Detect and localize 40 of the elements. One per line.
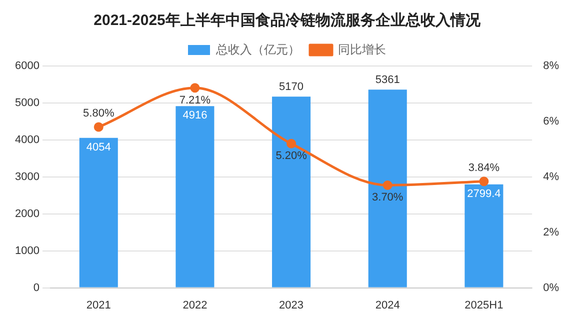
x-tick-label: 2025H1: [464, 299, 504, 312]
y-tick-label: 6000: [14, 60, 40, 72]
point: [190, 83, 200, 93]
data-label: 7.21%: [179, 94, 211, 106]
point: [94, 122, 104, 132]
y-tick-label: 0: [33, 282, 40, 294]
bar: [79, 138, 118, 288]
y2-tick-label: 8%: [543, 60, 560, 72]
bar: [464, 184, 504, 288]
data-label: 5.80%: [83, 108, 114, 120]
y2-tick-label: 0%: [543, 282, 560, 294]
point: [479, 176, 489, 186]
y2-tick-label: 2%: [543, 226, 560, 238]
point: [382, 180, 392, 190]
data-label: 3.70%: [372, 192, 404, 204]
y-tick-label: 4000: [14, 134, 40, 146]
data-label: 5.20%: [276, 150, 308, 162]
chart-title: 2021-2025年上半年中国食品冷链物流服务企业总收入情况: [94, 11, 482, 30]
x-tick-label: 2024: [375, 299, 400, 312]
y-tick-label: 5000: [14, 97, 40, 109]
y2-tick-label: 4%: [543, 170, 560, 183]
x-tick-label: 2023: [279, 299, 304, 312]
legend-label: 同比增长: [338, 42, 386, 56]
y-tick-label: 3000: [14, 170, 40, 183]
data-label: 4916: [182, 110, 208, 122]
y-tick-label: 1000: [14, 244, 40, 257]
bar: [272, 96, 311, 288]
bar: [368, 90, 407, 288]
x-tick-label: 2021: [86, 299, 111, 312]
y2-tick-label: 6%: [543, 115, 560, 128]
bar: [176, 106, 214, 288]
y-tick-label: 2000: [14, 208, 40, 220]
data-label: 2799.4: [467, 188, 501, 200]
data-label: 5361: [375, 74, 400, 86]
x-tick-label: 2022: [182, 299, 208, 312]
data-label: 5170: [279, 81, 304, 94]
data-label: 3.84%: [468, 162, 500, 174]
data-label: 4054: [86, 141, 111, 154]
legend-label: 总收入（亿元）: [215, 42, 300, 56]
point: [286, 138, 296, 148]
